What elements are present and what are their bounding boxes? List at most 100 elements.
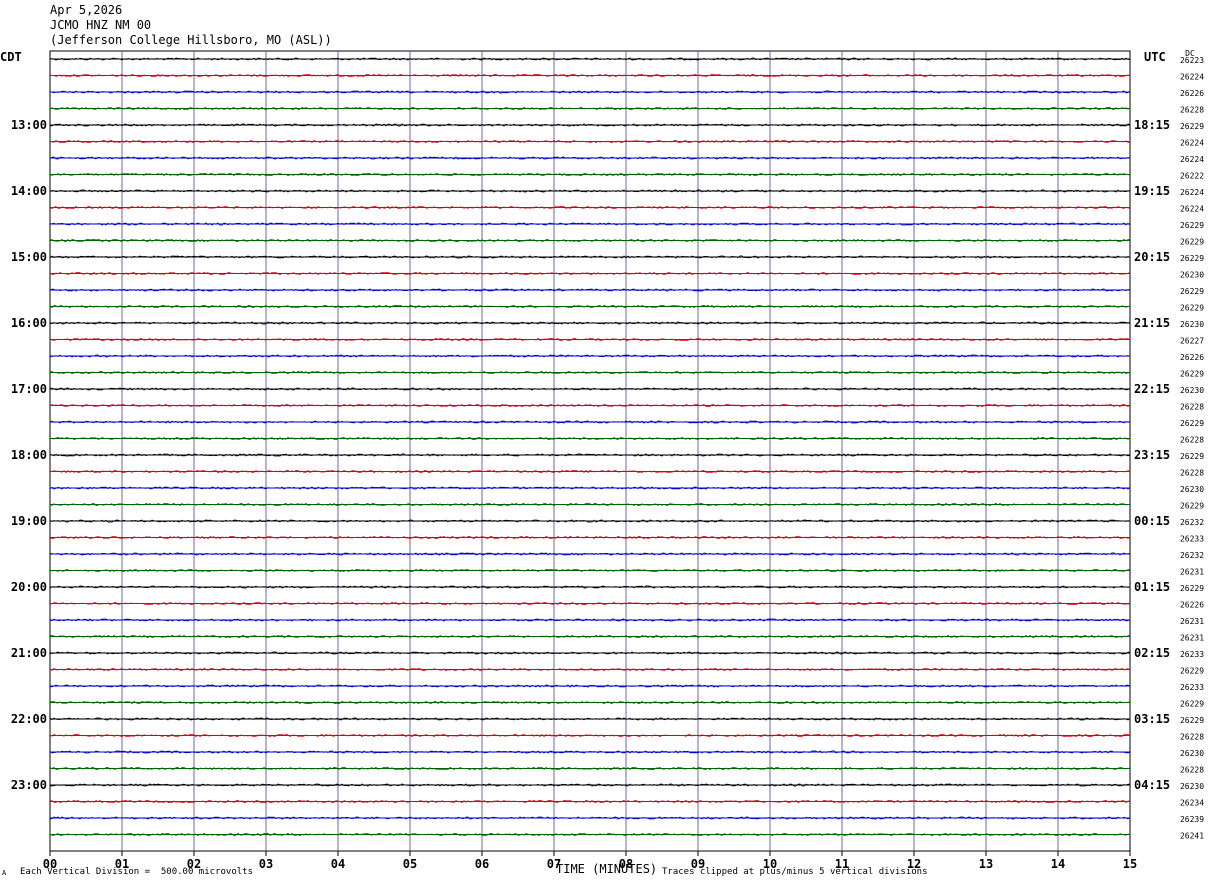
- x-tick-label: 14: [1051, 857, 1065, 871]
- seismic-trace: [49, 106, 1131, 111]
- seismic-trace: [49, 535, 1131, 540]
- left-hour-label: 17:00: [11, 382, 47, 396]
- dc-offset-label: 26230: [1180, 485, 1204, 494]
- seismic-trace: [49, 255, 1131, 259]
- dc-offset-label: 26229: [1180, 502, 1204, 511]
- x-axis-title: TIME (MINUTES): [556, 862, 658, 876]
- plot-grid: [49, 50, 1131, 856]
- dc-offset-label: 26224: [1180, 188, 1204, 197]
- seismic-trace: [49, 585, 1131, 589]
- dc-offset-label: 26230: [1180, 386, 1204, 395]
- seismic-trace: [49, 832, 1131, 837]
- dc-offset-label: 26224: [1180, 139, 1204, 148]
- dc-offset-label: 26232: [1180, 518, 1204, 527]
- dc-offset-label: 26231: [1180, 617, 1204, 626]
- seismic-trace: [49, 403, 1131, 408]
- seismic-trace: [49, 370, 1131, 375]
- x-tick-label: 07: [547, 857, 561, 871]
- right-hour-label: 18:15: [1134, 118, 1170, 132]
- seismic-trace: [49, 684, 1131, 688]
- seismic-trace: [49, 271, 1131, 276]
- right-hour-label: 19:15: [1134, 184, 1170, 198]
- dc-offset-label: 26229: [1180, 238, 1204, 247]
- seismic-trace: [49, 387, 1131, 391]
- seismic-trace: [49, 469, 1131, 474]
- x-tick-label: 02: [187, 857, 201, 871]
- corner-mark: A: [2, 869, 7, 877]
- right-hour-label: 01:15: [1134, 580, 1170, 594]
- left-hour-label: 14:00: [11, 184, 47, 198]
- dc-header: DC: [1185, 49, 1195, 58]
- seismic-trace: [49, 90, 1131, 94]
- seismic-trace: [49, 552, 1131, 556]
- seismic-trace: [49, 156, 1131, 160]
- dc-offset-label: 26232: [1180, 551, 1204, 560]
- seismic-trace: [49, 618, 1131, 622]
- dc-offset-label: 26229: [1180, 304, 1204, 313]
- x-tick-label: 04: [331, 857, 345, 871]
- x-tick-label: 06: [475, 857, 489, 871]
- dc-offset-label: 26230: [1180, 749, 1204, 758]
- x-tick-label: 01: [115, 857, 129, 871]
- dc-offset-label: 26229: [1180, 584, 1204, 593]
- clip-note: Traces clipped at plus/minus 5 vertical …: [662, 867, 928, 877]
- left-hour-label: 22:00: [11, 712, 47, 726]
- right-hour-label: 21:15: [1134, 316, 1170, 330]
- dc-offset-label: 26223: [1180, 56, 1204, 65]
- seismic-trace: [49, 733, 1131, 738]
- x-tick-label: 09: [691, 857, 705, 871]
- dc-offset-label: 26229: [1180, 452, 1204, 461]
- seismic-trace: [49, 766, 1131, 771]
- station-location: (Jefferson College Hillsboro, MO (ASL)): [50, 33, 332, 47]
- dc-offset-label: 26230: [1180, 271, 1204, 280]
- seismic-trace: [49, 453, 1131, 457]
- seismic-trace: [49, 189, 1131, 193]
- dc-offset-label: 26226: [1180, 601, 1204, 610]
- x-tick-label: 15: [1123, 857, 1137, 871]
- left-timezone: CDT: [0, 50, 22, 64]
- left-hour-label: 16:00: [11, 316, 47, 330]
- dc-offset-label: 26229: [1180, 700, 1204, 709]
- dc-offset-label: 26229: [1180, 221, 1204, 230]
- dc-offset-label: 26230: [1180, 320, 1204, 329]
- x-tick-label: 13: [979, 857, 993, 871]
- dc-offset-label: 26224: [1180, 205, 1204, 214]
- seismic-trace: [49, 354, 1131, 358]
- x-tick-label: 11: [835, 857, 849, 871]
- dc-offset-label: 26231: [1180, 568, 1204, 577]
- dc-offset-label: 26222: [1180, 172, 1204, 181]
- plot-date: Apr 5,2026: [50, 3, 123, 17]
- seismic-trace: [49, 750, 1131, 754]
- seismic-trace: [49, 486, 1131, 490]
- seismic-trace: [49, 601, 1131, 606]
- right-timezone: UTC: [1144, 50, 1166, 64]
- right-hour-label: 23:15: [1134, 448, 1170, 462]
- right-hour-label: 00:15: [1134, 514, 1170, 528]
- right-hour-label: 20:15: [1134, 250, 1170, 264]
- seismic-trace: [49, 73, 1131, 78]
- x-tick-label: 12: [907, 857, 921, 871]
- seismic-trace: [49, 222, 1131, 226]
- dc-offset-label: 26229: [1180, 370, 1204, 379]
- seismic-trace: [49, 436, 1131, 441]
- seismic-trace: [49, 634, 1131, 639]
- seismic-trace: [49, 816, 1131, 820]
- seismic-trace: [49, 238, 1131, 243]
- seismic-trace: [49, 502, 1131, 507]
- left-hour-label: 20:00: [11, 580, 47, 594]
- axis-labels: 00 01 02 03 04 05 06 07 08 09 10 11 12 13 14 15 26223 262…: [0, 49, 1204, 871]
- dc-offset-label: 26239: [1180, 815, 1204, 824]
- dc-offset-label: 26229: [1180, 122, 1204, 131]
- seismic-trace: [49, 123, 1131, 127]
- dc-offset-label: 26224: [1180, 73, 1204, 82]
- seismic-trace: [49, 337, 1131, 342]
- dc-offset-label: 26229: [1180, 667, 1204, 676]
- dc-offset-label: 26226: [1180, 353, 1204, 362]
- seismic-trace: [49, 57, 1131, 61]
- seismic-trace: [49, 288, 1131, 292]
- right-hour-label: 02:15: [1134, 646, 1170, 660]
- dc-offset-label: 26229: [1180, 716, 1204, 725]
- left-hour-label: 18:00: [11, 448, 47, 462]
- seismic-trace: [49, 568, 1131, 573]
